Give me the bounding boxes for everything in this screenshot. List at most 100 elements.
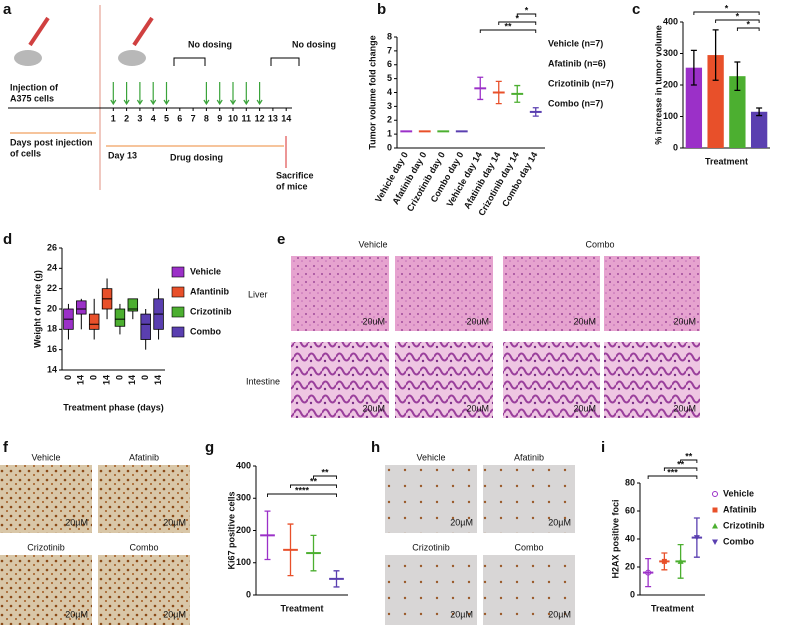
- legend-label: Combo: [723, 536, 754, 546]
- y-tick-label: 400: [236, 460, 251, 470]
- label: Afatinib: [129, 452, 159, 462]
- box: [76, 300, 87, 315]
- scale-bar-label: 20µM: [548, 609, 571, 619]
- error-bar: [712, 29, 719, 81]
- significance-label: *: [725, 3, 729, 13]
- y-tick-label: 2: [387, 115, 392, 125]
- legend-label: Vehicle: [190, 266, 221, 276]
- error-bar: [645, 557, 652, 588]
- scale-bar-label: 20µM: [163, 609, 186, 619]
- dosing-arrow: [136, 82, 143, 106]
- y-tick-label: 24: [47, 263, 57, 273]
- day-label: 6: [177, 113, 182, 123]
- marker: [693, 535, 700, 541]
- error-bar: [264, 510, 271, 561]
- error-bar: [734, 61, 741, 92]
- dosing-arrow: [150, 82, 157, 106]
- error-bar: [310, 534, 317, 572]
- scale-bar-label: 20uM: [573, 403, 596, 413]
- legend-label: Combo: [190, 326, 221, 336]
- box: [88, 313, 100, 330]
- day-label: 13: [268, 113, 278, 123]
- x-tick-label: 14: [127, 375, 137, 385]
- label: Crizotinib: [412, 542, 450, 552]
- label: of mice: [276, 181, 308, 191]
- ihc-image: [385, 465, 477, 533]
- significance-bracket: [647, 475, 698, 479]
- scale-bar-label: 20µM: [548, 517, 571, 527]
- label: Vehicle: [416, 452, 445, 462]
- y-axis-label: Ki67 positive cells: [226, 491, 236, 569]
- label: Day 13: [108, 150, 137, 160]
- error-bar: [690, 49, 697, 86]
- significance-label: *: [746, 19, 750, 29]
- significance-label: *: [736, 11, 740, 21]
- day-label: 4: [151, 113, 156, 123]
- histology-image: [604, 342, 700, 418]
- scale-bar-label: 20uM: [673, 316, 696, 326]
- box: [140, 313, 151, 340]
- ihc-image: [385, 555, 477, 625]
- histology-image: [503, 256, 600, 331]
- error-bar: [495, 80, 502, 105]
- marker: [677, 558, 684, 564]
- significance-label: **: [677, 459, 685, 469]
- day-label: 7: [191, 113, 196, 123]
- y-tick-label: 300: [663, 48, 678, 58]
- legend-label: Combo (n=7): [548, 98, 603, 108]
- panel-letter: d: [3, 231, 12, 248]
- dosing-arrow: [110, 82, 117, 106]
- y-tick-label: 60: [625, 505, 635, 515]
- error-bar: [333, 570, 340, 588]
- label: Days post injection: [10, 137, 93, 147]
- y-tick-label: 0: [673, 142, 678, 152]
- y-tick-label: 0: [246, 589, 251, 599]
- scale-bar-label: 20µM: [163, 517, 186, 527]
- significance-label: **: [685, 451, 693, 461]
- x-axis-label: Treatment phase (days): [63, 402, 164, 412]
- x-tick-label: 0: [89, 375, 99, 380]
- scale-bar-label: 20µM: [450, 517, 473, 527]
- ihc-image: [98, 465, 190, 533]
- y-tick-label: 40: [625, 533, 635, 543]
- y-axis-label: % increase in tumor volume: [653, 25, 663, 145]
- ihc-image: [483, 465, 575, 533]
- label: Combo: [514, 542, 543, 552]
- histology-image: [604, 256, 700, 331]
- dosing-arrow: [216, 82, 223, 106]
- legend-label: Crizotinib: [190, 306, 232, 316]
- significance-bracket: [715, 19, 760, 23]
- syringe-icon: [28, 16, 50, 47]
- y-tick-label: 400: [663, 16, 678, 26]
- x-tick-label: 0: [140, 375, 150, 380]
- y-tick-label: 20: [47, 303, 57, 313]
- day-label: 8: [204, 113, 209, 123]
- bar: [750, 111, 768, 148]
- y-tick-label: 1: [387, 129, 392, 139]
- marker: [661, 558, 667, 564]
- y-tick-label: 100: [663, 111, 678, 121]
- label: No dosing: [292, 39, 336, 49]
- label: Vehicle: [358, 239, 387, 249]
- brace: [173, 57, 206, 66]
- x-tick-label: 14: [76, 375, 86, 385]
- x-axis-label: Treatment: [280, 603, 323, 613]
- y-tick-label: 22: [47, 283, 57, 293]
- y-tick-label: 8: [387, 31, 392, 41]
- scale-bar-label: 20µM: [65, 609, 88, 619]
- y-tick-label: 80: [625, 477, 635, 487]
- box: [127, 298, 139, 312]
- histology-image: [395, 342, 493, 418]
- error-bar: [287, 523, 294, 577]
- legend-label: Crizotinib: [723, 520, 765, 530]
- y-tick-label: 20: [625, 561, 635, 571]
- label: Injection of: [10, 82, 59, 92]
- x-tick-label: 14: [101, 375, 111, 385]
- significance-bracket: [693, 11, 760, 15]
- label: Crizotinib: [27, 542, 65, 552]
- y-tick-label: 16: [47, 344, 57, 354]
- label: Liver: [248, 289, 268, 299]
- error-bar: [514, 84, 521, 103]
- label: No dosing: [188, 39, 232, 49]
